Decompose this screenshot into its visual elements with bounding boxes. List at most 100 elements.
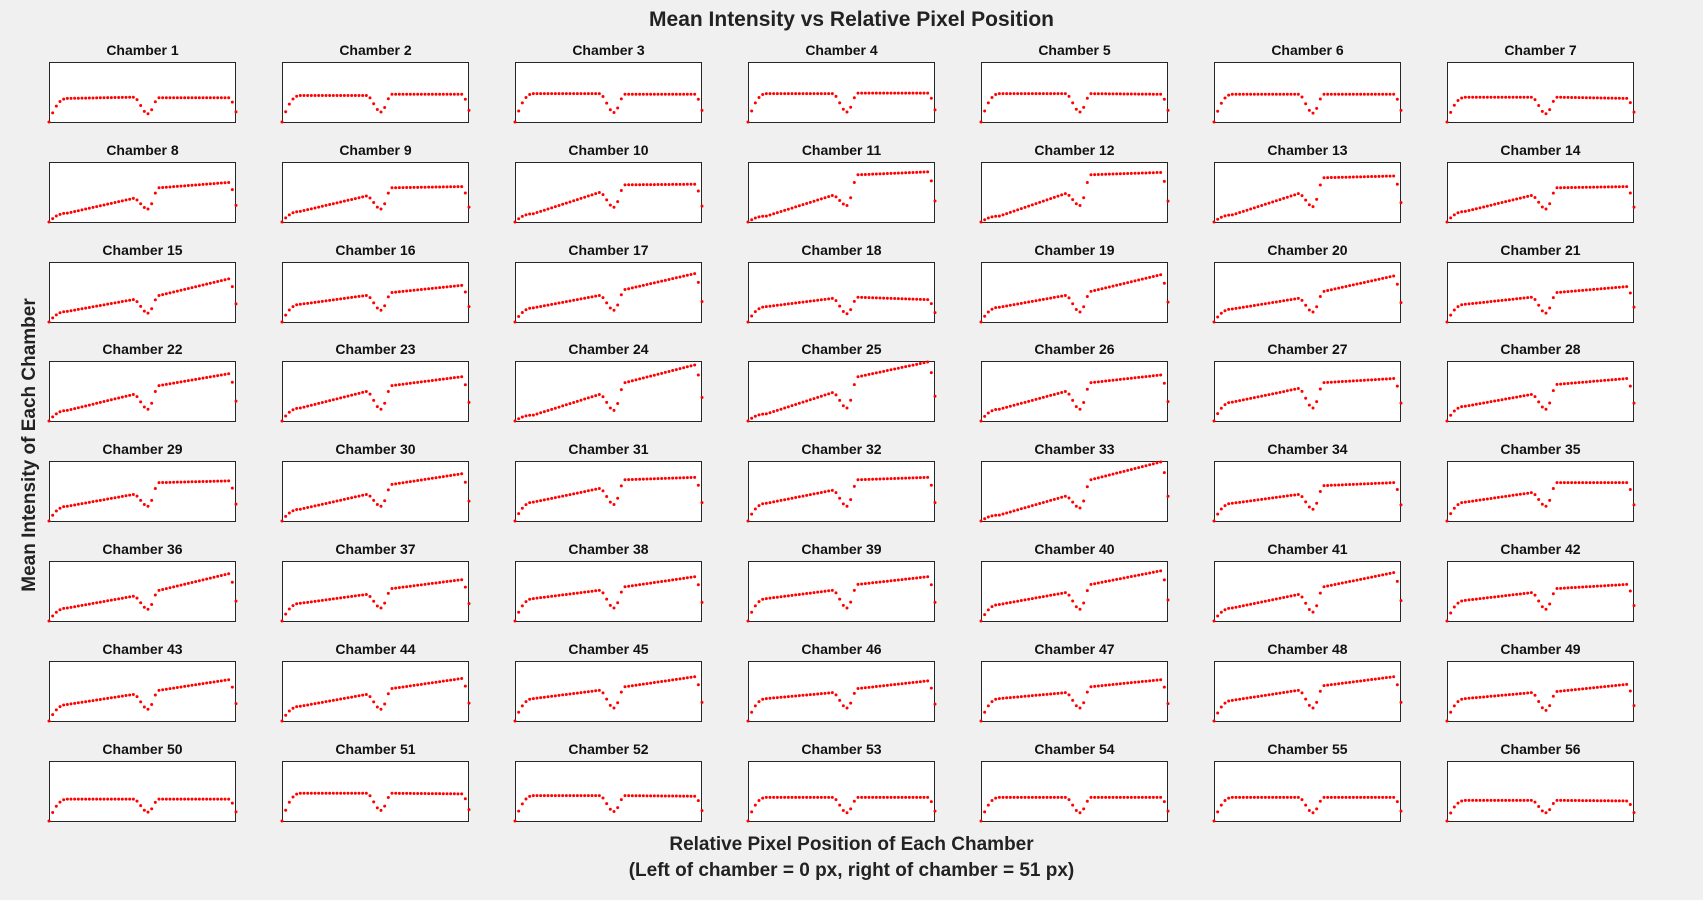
data-point bbox=[161, 96, 165, 100]
data-point bbox=[456, 677, 460, 681]
data-point bbox=[557, 593, 561, 597]
data-point bbox=[524, 213, 528, 217]
data-point bbox=[911, 297, 915, 301]
data-point bbox=[1008, 92, 1012, 96]
data-point bbox=[208, 182, 212, 186]
data-point bbox=[157, 96, 161, 100]
data-point bbox=[1296, 592, 1300, 596]
data-point bbox=[539, 696, 543, 700]
data-point bbox=[364, 194, 368, 198]
data-point bbox=[786, 405, 790, 409]
data-point bbox=[812, 692, 816, 696]
data-point bbox=[1445, 719, 1449, 723]
data-point bbox=[1060, 495, 1064, 499]
data-point bbox=[852, 383, 856, 387]
data-point bbox=[1137, 92, 1141, 96]
data-point bbox=[1067, 496, 1071, 500]
data-point bbox=[1133, 795, 1137, 799]
data-point bbox=[768, 596, 772, 600]
data-point bbox=[656, 794, 660, 798]
data-point bbox=[324, 501, 328, 505]
subplot-frame bbox=[515, 461, 702, 522]
subplot-frame bbox=[748, 262, 935, 323]
data-point bbox=[915, 297, 919, 301]
data-point bbox=[1271, 496, 1275, 500]
data-point bbox=[1603, 286, 1607, 290]
data-point bbox=[990, 605, 994, 609]
data-point bbox=[1252, 92, 1256, 96]
subplot-title: Chamber 18 bbox=[801, 242, 882, 258]
data-point bbox=[619, 798, 623, 802]
data-point bbox=[757, 799, 761, 803]
data-point bbox=[1377, 377, 1381, 381]
data-point bbox=[1038, 693, 1042, 697]
data-point bbox=[772, 795, 776, 799]
data-point bbox=[1008, 210, 1012, 214]
data-point bbox=[120, 199, 124, 203]
data-point bbox=[1122, 795, 1126, 799]
data-point bbox=[1074, 808, 1078, 812]
subplot-axes bbox=[513, 62, 704, 124]
data-point bbox=[456, 284, 460, 288]
data-point bbox=[445, 185, 449, 189]
subplot-frame bbox=[981, 561, 1168, 622]
data-point bbox=[568, 402, 572, 406]
data-point bbox=[517, 315, 521, 319]
data-point bbox=[671, 578, 675, 582]
data-point bbox=[564, 493, 568, 497]
data-point bbox=[1271, 392, 1275, 396]
data-point bbox=[983, 218, 987, 222]
subplot-axes bbox=[979, 262, 1170, 324]
data-point bbox=[1533, 395, 1537, 399]
data-point bbox=[1074, 704, 1078, 708]
data-point bbox=[1496, 95, 1500, 99]
data-point bbox=[153, 593, 157, 597]
data-point bbox=[335, 201, 339, 205]
data-point bbox=[386, 97, 390, 101]
data-point bbox=[317, 205, 321, 209]
data-point bbox=[1307, 108, 1311, 112]
data-point bbox=[350, 695, 354, 699]
data-point bbox=[401, 791, 405, 795]
data-point bbox=[287, 102, 291, 106]
data-point bbox=[361, 593, 365, 597]
data-point bbox=[797, 795, 801, 799]
data-point bbox=[331, 698, 335, 702]
data-point bbox=[867, 91, 871, 95]
data-point bbox=[1230, 698, 1234, 702]
data-point bbox=[87, 602, 91, 606]
data-point bbox=[1148, 275, 1152, 279]
data-point bbox=[364, 492, 368, 496]
data-point bbox=[1085, 387, 1089, 391]
data-point bbox=[1223, 701, 1227, 705]
data-point bbox=[1296, 688, 1300, 692]
data-point bbox=[372, 398, 376, 402]
data-point bbox=[1518, 592, 1522, 596]
data-point bbox=[1504, 200, 1508, 204]
data-point bbox=[597, 588, 601, 592]
data-point bbox=[1388, 675, 1392, 679]
data-point bbox=[1384, 92, 1388, 96]
data-point bbox=[524, 600, 528, 604]
data-point bbox=[531, 794, 535, 798]
data-point bbox=[750, 218, 754, 222]
data-point bbox=[986, 310, 990, 314]
data-point bbox=[1162, 578, 1166, 582]
data-point bbox=[546, 497, 550, 501]
data-point bbox=[823, 589, 827, 593]
data-point bbox=[841, 603, 845, 607]
data-point bbox=[368, 392, 372, 396]
data-point bbox=[76, 96, 80, 100]
data-point bbox=[397, 586, 401, 590]
data-point bbox=[194, 683, 198, 687]
data-point bbox=[1507, 798, 1511, 802]
data-point bbox=[1008, 510, 1012, 514]
data-point bbox=[463, 585, 467, 589]
subplot-frame bbox=[1214, 162, 1401, 223]
data-point bbox=[790, 206, 794, 210]
data-point bbox=[1562, 798, 1566, 802]
data-point bbox=[1384, 276, 1388, 280]
data-point bbox=[983, 613, 987, 617]
data-point bbox=[1559, 186, 1563, 190]
data-point bbox=[830, 795, 834, 799]
